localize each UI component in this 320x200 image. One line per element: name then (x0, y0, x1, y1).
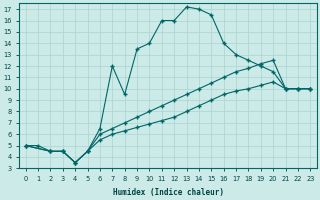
X-axis label: Humidex (Indice chaleur): Humidex (Indice chaleur) (113, 188, 223, 197)
